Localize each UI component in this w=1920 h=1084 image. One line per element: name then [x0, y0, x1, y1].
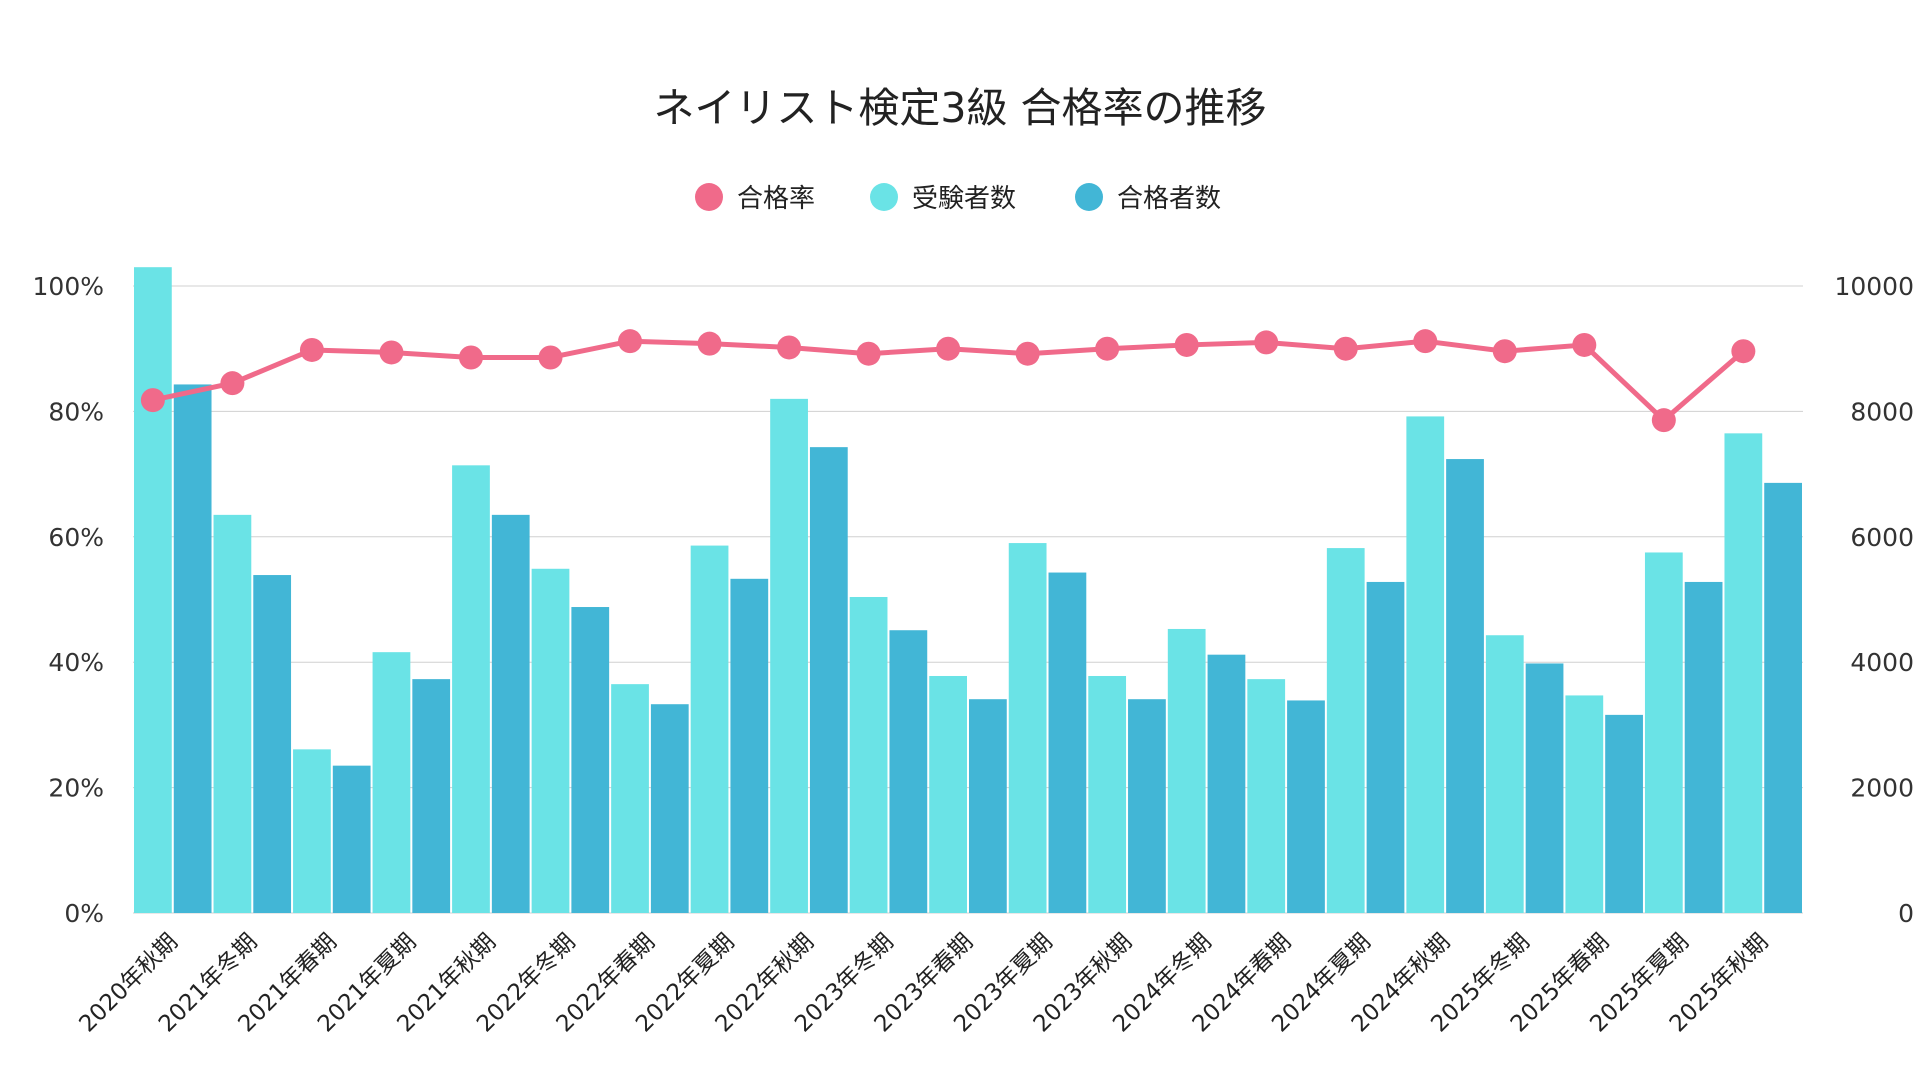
legend-label: 合格率	[737, 184, 815, 214]
left-tick-label: 0%	[64, 899, 104, 928]
right-tick-label: 10000	[1834, 272, 1914, 301]
bar-examinees	[1724, 433, 1763, 913]
bar-examinees	[1167, 628, 1206, 913]
right-tick-label: 2000	[1850, 774, 1914, 803]
bar-passers	[1605, 714, 1643, 913]
bar-passers	[571, 607, 610, 913]
rate-point	[299, 337, 324, 362]
rate-point	[697, 331, 722, 356]
legend-label: 合格者数	[1117, 184, 1221, 214]
bar-examinees	[293, 749, 331, 913]
rate-point	[1413, 329, 1438, 354]
rate-point	[1731, 339, 1756, 364]
rate-point	[1015, 341, 1040, 366]
bar-examinees	[1088, 675, 1127, 913]
left-tick-label: 80%	[48, 397, 104, 426]
rate-point	[1651, 408, 1676, 433]
rate-point	[1333, 336, 1358, 361]
bar-passers	[412, 679, 451, 913]
bar-passers	[1048, 572, 1087, 913]
bar-examinees	[929, 675, 967, 913]
legend: 合格率 受験者数 合格者数	[695, 183, 1221, 214]
bar-passers	[332, 765, 371, 913]
bar-passers	[1207, 654, 1246, 913]
rate-point	[936, 336, 961, 361]
rate-point	[1492, 339, 1517, 364]
bar-examinees	[1406, 416, 1445, 913]
bar-passers	[1128, 699, 1166, 913]
bar-passers	[1684, 581, 1723, 913]
legend-marker	[695, 183, 723, 211]
rate-point	[220, 371, 245, 396]
rate-point	[379, 340, 404, 365]
bar-examinees	[770, 398, 808, 913]
gridlines	[133, 285, 1803, 914]
bar-examinees	[134, 267, 172, 913]
bar-examinees	[849, 596, 888, 913]
bar-examinees	[611, 684, 649, 913]
right-tick-label: 8000	[1850, 397, 1914, 426]
rate-point	[538, 345, 563, 370]
legend-marker	[1075, 183, 1103, 211]
bar-passers	[730, 578, 769, 913]
bar-passers	[1366, 581, 1405, 913]
left-tick-label: 60%	[48, 523, 104, 552]
pass-rate-line	[140, 329, 1756, 433]
left-tick-label: 100%	[33, 272, 104, 301]
rate-point	[777, 335, 802, 360]
bar-examinees	[531, 568, 570, 913]
bar-passers	[1446, 459, 1484, 913]
bars	[134, 267, 1802, 914]
bar-examinees	[1644, 552, 1683, 913]
bar-passers	[1525, 663, 1564, 913]
bar-passers	[253, 575, 292, 913]
bar-examinees	[452, 465, 490, 913]
left-tick-label: 20%	[48, 774, 104, 803]
bar-examinees	[213, 514, 252, 913]
bar-examinees	[1326, 548, 1365, 913]
rate-point	[856, 341, 881, 366]
rate-point	[458, 345, 483, 370]
bar-passers	[650, 704, 689, 913]
rate-point	[1254, 330, 1279, 355]
bar-examinees	[1485, 635, 1524, 913]
rate-point	[1174, 332, 1199, 357]
bar-passers	[1764, 482, 1802, 913]
chart-title: ネイリスト検定3級 合格率の推移	[653, 84, 1266, 132]
rate-point	[618, 329, 643, 354]
bar-examinees	[372, 652, 411, 913]
rate-point	[1095, 336, 1120, 361]
bar-passers	[969, 699, 1007, 913]
bar-passers	[491, 514, 530, 913]
bar-passers	[1287, 700, 1325, 913]
bar-examinees	[1565, 695, 1604, 913]
rate-point	[140, 388, 165, 413]
right-tick-label: 6000	[1850, 523, 1914, 552]
bar-passers	[889, 630, 928, 913]
legend-label: 受験者数	[912, 184, 1016, 214]
bar-examinees	[1247, 679, 1286, 913]
right-tick-label: 4000	[1850, 648, 1914, 677]
bar-passers	[809, 447, 848, 913]
bar-passers	[173, 384, 212, 914]
left-tick-label: 40%	[48, 648, 104, 677]
right-tick-label: 0	[1898, 899, 1914, 928]
rate-point	[1572, 332, 1597, 357]
legend-marker	[870, 183, 898, 211]
bar-examinees	[1008, 543, 1047, 913]
bar-examinees	[690, 545, 729, 913]
